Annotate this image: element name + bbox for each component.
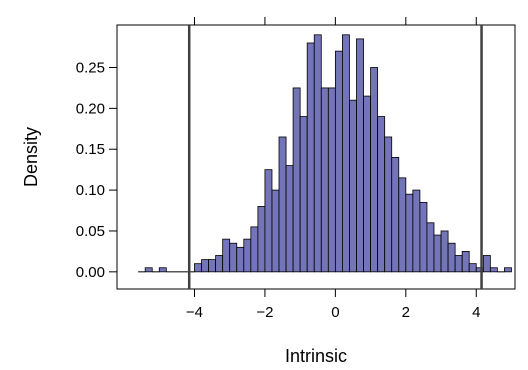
- histogram-bar: [320, 87, 329, 273]
- histogram-bar: [285, 165, 294, 273]
- histogram-bar: [433, 234, 442, 273]
- histogram-bar: [391, 157, 400, 273]
- x-axis-label: Intrinsic: [285, 346, 347, 366]
- histogram-bar: [144, 267, 153, 273]
- histogram-bar: [271, 189, 280, 273]
- histogram-bar: [236, 246, 245, 273]
- histogram-bar: [194, 263, 202, 273]
- histogram-bar: [504, 267, 512, 273]
- histogram-bar: [447, 242, 456, 273]
- histogram-bar: [412, 189, 421, 273]
- histogram-bar: [201, 259, 209, 273]
- histogram-bar: [250, 226, 259, 273]
- histogram-bar: [334, 50, 343, 273]
- histogram-bar: [440, 230, 449, 273]
- x-tick-label: 2: [402, 304, 410, 321]
- y-tick-label: 0.10: [76, 182, 105, 199]
- histogram-bar: [461, 251, 470, 273]
- histogram-bar: [454, 255, 463, 273]
- histogram-bar: [398, 177, 407, 273]
- histogram-bar: [222, 238, 231, 273]
- histogram-bar: [405, 193, 414, 273]
- y-axis: 0.00 0.05 0.10 0.15 0.20 0.25: [76, 60, 117, 281]
- histogram-bar: [342, 34, 350, 273]
- histogram-bar: [257, 206, 266, 273]
- y-tick-label: 0.25: [76, 60, 105, 77]
- histogram-bar: [215, 255, 224, 273]
- histogram-bar: [243, 238, 252, 273]
- histogram-bar: [327, 87, 336, 273]
- y-axis-label: Density: [21, 127, 41, 187]
- histogram-bar: [419, 201, 428, 273]
- y-tick-label: 0.05: [76, 223, 105, 240]
- histogram-bar: [278, 136, 287, 273]
- histogram-bar: [306, 42, 315, 273]
- y-tick-label: 0.00: [76, 264, 105, 281]
- histogram-bar: [313, 34, 322, 273]
- plot-frame: [116, 24, 516, 290]
- y-tick-label: 0.20: [76, 100, 105, 117]
- histogram-bar: [363, 95, 371, 273]
- histogram-bar: [229, 242, 238, 273]
- histogram-bars: [138, 34, 512, 273]
- histogram-bar: [468, 263, 477, 273]
- histogram-bar: [349, 99, 357, 273]
- x-tick-label: −4: [186, 304, 203, 321]
- histogram-bar: [384, 136, 393, 273]
- histogram-bar: [264, 169, 273, 273]
- x-tick-label: −2: [256, 304, 273, 321]
- y-tick-label: 0.15: [76, 141, 105, 158]
- x-tick-label: 4: [472, 304, 480, 321]
- histogram-bar: [208, 259, 217, 273]
- histogram-bar: [426, 222, 435, 273]
- x-tick-label: 0: [331, 304, 339, 321]
- histogram-bar: [356, 38, 364, 273]
- histogram-bar: [158, 267, 167, 273]
- histogram-bar: [299, 116, 308, 273]
- histogram-bar: [292, 87, 301, 273]
- histogram-bar: [489, 267, 498, 273]
- threshold-lines: [187, 25, 483, 289]
- histogram-bar: [370, 67, 379, 273]
- histogram-bar: [377, 116, 386, 273]
- x-axis: −4 −2 0 2 4: [186, 17, 480, 321]
- histogram-bar: [482, 255, 491, 273]
